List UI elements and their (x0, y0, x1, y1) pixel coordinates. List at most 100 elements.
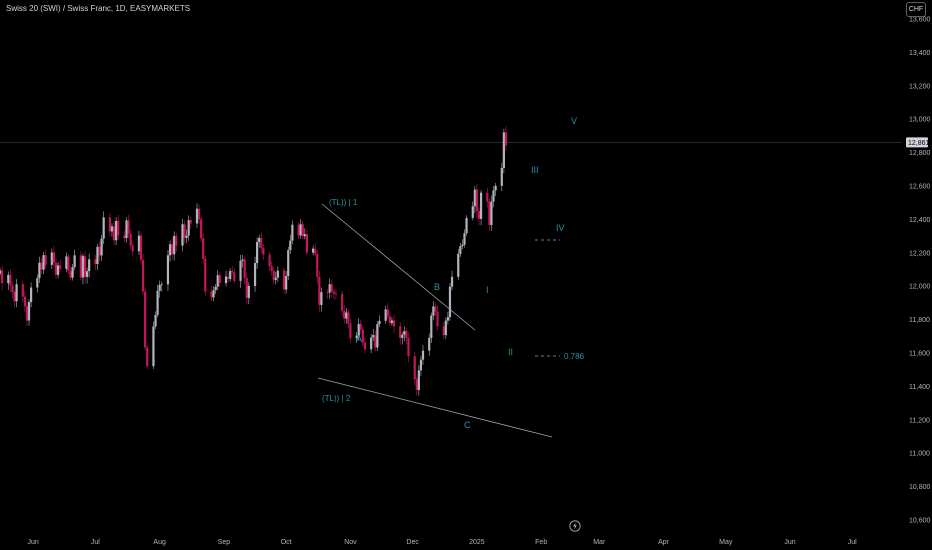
candle-body (312, 248, 315, 253)
x-tick-label: Jul (848, 539, 857, 546)
candle-body (361, 329, 364, 343)
candle-body (185, 235, 188, 238)
currency-badge[interactable]: CHF (906, 2, 926, 17)
candle-body (125, 220, 128, 239)
candle-body (166, 255, 170, 285)
candle-body (363, 342, 367, 350)
candle-body (23, 296, 26, 307)
candle-body (241, 259, 244, 261)
y-axis[interactable]: 13,600 13,400 13,200 13,000 12,800 12,600 12,4… (909, 17, 931, 525)
candle-body (301, 224, 304, 237)
candle-body (146, 347, 149, 367)
candle-body (154, 314, 157, 327)
candle-body (171, 244, 174, 255)
candle-body (44, 255, 47, 265)
candle-body (407, 338, 410, 357)
symbol-title: Swiss 20 (SWI) / Swiss Franc, 1D, EASYMA… (6, 4, 191, 13)
candle-body (144, 291, 147, 348)
candle-body (374, 334, 377, 348)
candle-body (112, 226, 116, 241)
candle-body (272, 270, 275, 280)
candle-body (314, 248, 317, 254)
candle-body (11, 285, 14, 293)
candle-body (38, 262, 41, 279)
candle-body (88, 259, 91, 272)
candle-body (345, 312, 348, 319)
candle-body (231, 271, 234, 273)
x-tick-label: Jun (784, 539, 795, 546)
candle-body (388, 315, 391, 324)
x-tick-label: Jul (91, 539, 100, 546)
x-axis[interactable]: Jun Jul Aug Sep Oct Nov Dec 2025 Feb Mar Apr May Jun… (28, 539, 858, 546)
trendline-1[interactable] (321, 203, 476, 331)
candle-body (305, 234, 308, 253)
candle-body (459, 246, 462, 254)
candle-body (490, 201, 493, 226)
candle-body (189, 220, 192, 224)
candle-body (25, 306, 29, 321)
candle-body (202, 238, 205, 259)
candle-body (183, 224, 186, 238)
candle-body (175, 235, 178, 246)
candle-body (102, 217, 105, 239)
candle-body (392, 320, 396, 327)
candle-body (216, 275, 219, 287)
y-tick-label: 11,400 (909, 384, 930, 391)
candle-body (56, 265, 60, 275)
candle-body (477, 211, 481, 219)
y-tick-label: 13,600 (909, 17, 931, 24)
candle-body (243, 259, 246, 279)
candle-body (268, 254, 271, 266)
candle-body (274, 277, 277, 280)
y-tick-label: 13,400 (909, 50, 931, 57)
wave-label-iii: III (531, 165, 539, 175)
candle-body (417, 370, 420, 391)
candle-body (297, 224, 300, 236)
x-tick-label: Apr (658, 539, 670, 546)
candle-body (108, 217, 111, 232)
candle-body (378, 320, 381, 325)
candle-body (494, 185, 497, 191)
x-tick-label: 2025 (469, 539, 485, 546)
candle-body (415, 379, 418, 391)
y-tick-label: 11,800 (909, 317, 930, 324)
candle-body (359, 323, 362, 330)
candle-body (197, 208, 201, 220)
y-tick-label: 11,000 (909, 451, 930, 458)
candle-body (370, 337, 373, 350)
candle-body (123, 235, 126, 239)
fib-786-label: 0.786 (564, 352, 585, 361)
y-tick-label: 12,000 (909, 284, 931, 291)
candle-body (428, 337, 431, 351)
candle-body (442, 326, 445, 336)
y-tick-label: 10,800 (909, 484, 931, 491)
candle-body (187, 220, 190, 236)
candle-body (98, 246, 101, 256)
candle-body (457, 253, 460, 277)
candle-body (200, 219, 203, 239)
last-price-tag: 12,861 (906, 137, 930, 148)
candle-body (343, 310, 346, 319)
candle-body (256, 241, 259, 263)
x-tick-label: Mar (593, 539, 606, 546)
candle-body (471, 206, 474, 218)
candle-body (276, 270, 279, 278)
candle-body (226, 276, 230, 280)
y-tick-label: 12,200 (909, 250, 931, 257)
annotation-labels: (TL)) | 1 (TL)) | 2 A B C I II III IV V … (322, 116, 585, 430)
candle-body (110, 226, 114, 232)
x-tick-label: Nov (344, 539, 357, 546)
candle-body (139, 235, 143, 260)
trendline-2[interactable] (317, 377, 553, 438)
candle-body (450, 276, 454, 287)
candle-body (81, 256, 85, 278)
candle-body (328, 284, 331, 293)
candle-body (285, 276, 288, 290)
candle-body (330, 284, 333, 292)
candle-body (9, 274, 12, 286)
candle-body (59, 265, 62, 269)
lightning-icon[interactable] (569, 520, 581, 532)
candle-body (289, 240, 292, 251)
candle-body (7, 274, 10, 284)
